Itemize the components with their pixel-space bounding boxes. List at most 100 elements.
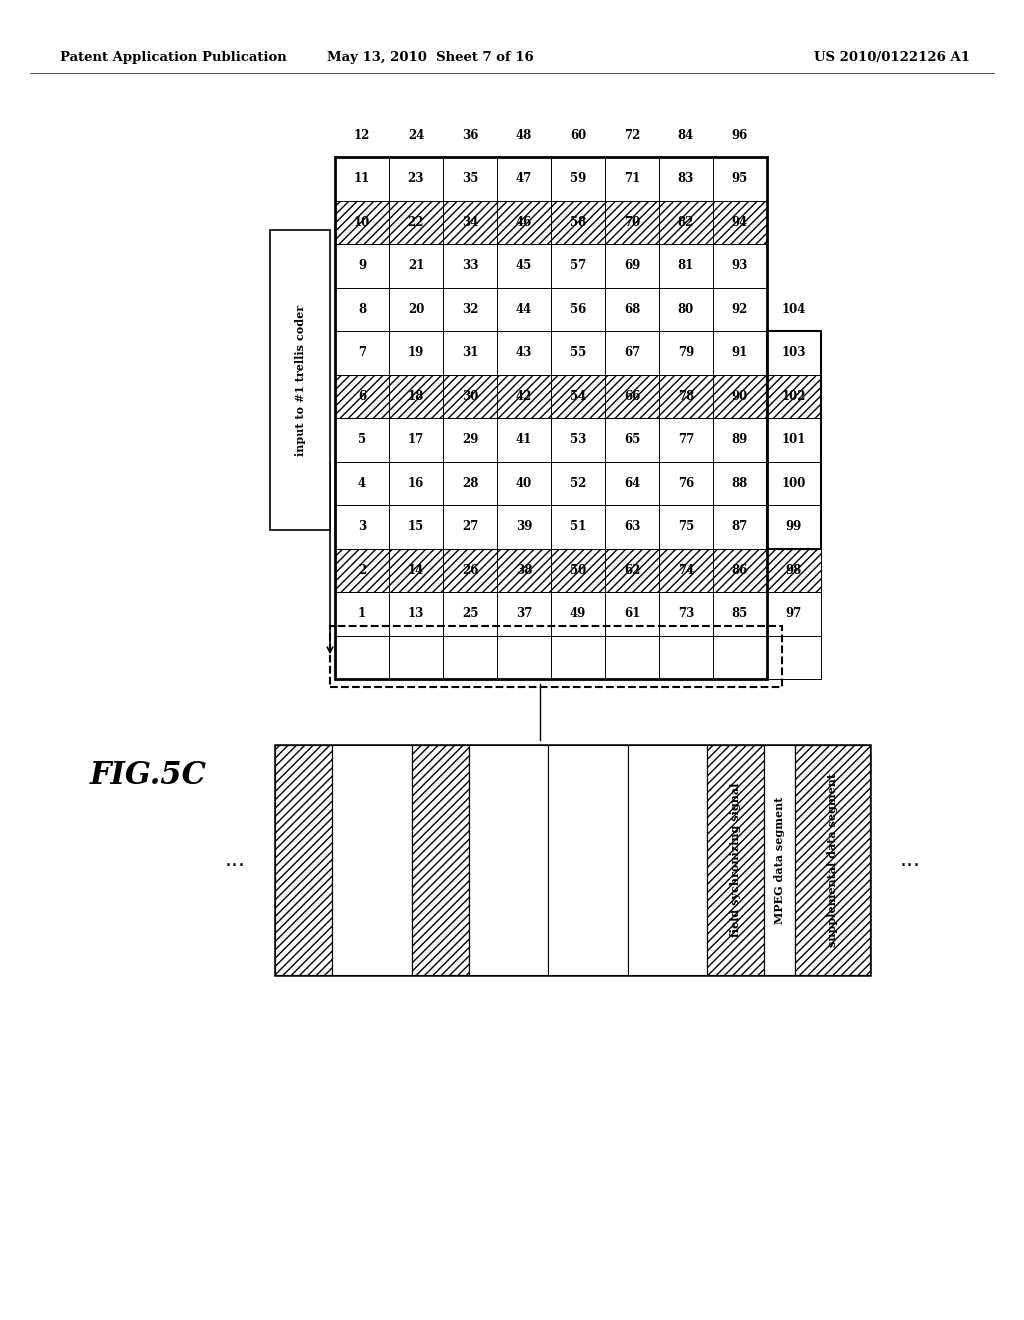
Bar [335,157,389,201]
Bar [335,375,389,418]
Text: 48: 48 [516,129,532,141]
Text: US 2010/0122126 A1: US 2010/0122126 A1 [814,51,970,65]
Text: 45: 45 [516,259,532,272]
Bar [389,375,443,418]
Text: supplemental data segment: supplemental data segment [827,774,838,946]
Bar [659,201,713,244]
Bar [335,288,389,331]
Bar [389,506,443,549]
Text: 12: 12 [354,129,371,141]
Text: May 13, 2010  Sheet 7 of 16: May 13, 2010 Sheet 7 of 16 [327,51,534,65]
Text: 32: 32 [462,302,478,315]
Text: 34: 34 [462,215,478,228]
Bar [605,331,659,375]
Text: 21: 21 [408,259,424,272]
Bar [443,506,497,549]
Bar [551,506,605,549]
Bar [767,375,821,418]
Text: 9: 9 [358,259,366,272]
Bar [551,201,605,244]
Text: 68: 68 [624,302,640,315]
Bar [767,635,821,678]
Bar [497,375,551,418]
Bar [659,331,713,375]
Text: 69: 69 [624,259,640,272]
Text: 82: 82 [678,215,694,228]
Bar [707,744,764,975]
Bar [713,201,767,244]
Bar [335,244,389,288]
Bar [443,462,497,506]
Text: 31: 31 [462,346,478,359]
Text: 102: 102 [781,389,806,403]
Text: 14: 14 [408,564,424,577]
Bar [497,635,551,678]
Text: 88: 88 [732,477,749,490]
Bar [767,549,821,591]
Text: 85: 85 [732,607,749,620]
Bar [443,201,497,244]
Text: 11: 11 [354,172,370,185]
Bar [275,744,333,975]
Bar [443,288,497,331]
Bar [659,244,713,288]
Bar [659,157,713,201]
Text: 18: 18 [408,389,424,403]
Text: 26: 26 [462,564,478,577]
Bar [795,744,870,975]
Text: FIG.5C: FIG.5C [90,759,207,791]
Text: 60: 60 [570,129,586,141]
Bar [333,744,412,975]
Bar [443,375,497,418]
Bar [335,635,389,678]
Bar [551,201,605,244]
Text: Patent Application Publication: Patent Application Publication [60,51,287,65]
Text: 15: 15 [408,520,424,533]
Text: 72: 72 [624,129,640,141]
Bar [497,201,551,244]
Bar [713,331,767,375]
Bar [713,549,767,591]
Bar [767,375,821,418]
Bar [335,549,389,591]
Bar [713,549,767,591]
Bar [389,635,443,678]
Bar [605,375,659,418]
Text: 16: 16 [408,477,424,490]
Bar [389,288,443,331]
Bar [605,201,659,244]
Bar [335,201,389,244]
Bar [659,549,713,591]
Text: 95: 95 [732,172,749,185]
Bar [767,331,821,549]
Text: 63: 63 [624,520,640,533]
Bar [443,244,497,288]
Text: 42: 42 [516,389,532,403]
Bar [795,744,870,975]
Bar [412,744,469,975]
Bar [659,462,713,506]
Bar [548,744,628,975]
Bar [767,462,821,506]
Text: 19: 19 [408,346,424,359]
Text: 86: 86 [732,564,749,577]
Bar [551,418,605,462]
Text: 98: 98 [785,564,802,577]
Bar [497,157,551,201]
Text: 94: 94 [732,215,749,228]
Bar [275,744,870,975]
Text: input to #1 trellis coder: input to #1 trellis coder [295,305,305,455]
Text: 29: 29 [462,433,478,446]
Bar [389,591,443,635]
Bar [443,591,497,635]
Bar [713,462,767,506]
Text: 46: 46 [516,215,532,228]
Text: 4: 4 [358,477,366,490]
Text: 76: 76 [678,477,694,490]
Bar [443,549,497,591]
Bar [389,201,443,244]
Bar [551,331,605,375]
Text: 57: 57 [570,259,586,272]
Text: 104: 104 [781,302,806,315]
Text: 93: 93 [732,259,749,272]
